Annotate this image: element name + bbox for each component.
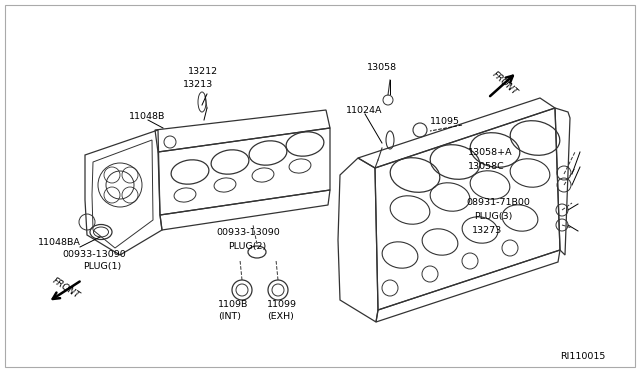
Text: (EXH): (EXH) <box>267 312 294 321</box>
Text: FRONT: FRONT <box>491 69 520 97</box>
Text: 13212: 13212 <box>188 67 218 76</box>
Text: 11048B: 11048B <box>129 112 165 121</box>
Text: 00933-13090: 00933-13090 <box>62 250 125 259</box>
Text: 11048BA: 11048BA <box>38 238 81 247</box>
Text: 13058: 13058 <box>367 63 397 72</box>
Text: 11099: 11099 <box>267 300 297 309</box>
Text: 13273: 13273 <box>472 226 502 235</box>
Text: 13058+A: 13058+A <box>468 148 513 157</box>
Text: PLUG(3): PLUG(3) <box>474 212 513 221</box>
Text: 1109B: 1109B <box>218 300 248 309</box>
Text: 11095: 11095 <box>430 117 460 126</box>
Text: 08931-71B00: 08931-71B00 <box>466 198 530 207</box>
Text: PLUG(1): PLUG(1) <box>83 262 121 271</box>
Text: RI110015: RI110015 <box>560 352 605 361</box>
Text: PLUG(2): PLUG(2) <box>228 242 266 251</box>
Text: 00933-13090: 00933-13090 <box>216 228 280 237</box>
Text: 13058C: 13058C <box>468 162 505 171</box>
Text: (INT): (INT) <box>218 312 241 321</box>
Text: FRONT: FRONT <box>51 276 81 300</box>
Text: 11024A: 11024A <box>346 106 383 115</box>
Text: 13213: 13213 <box>183 80 213 89</box>
